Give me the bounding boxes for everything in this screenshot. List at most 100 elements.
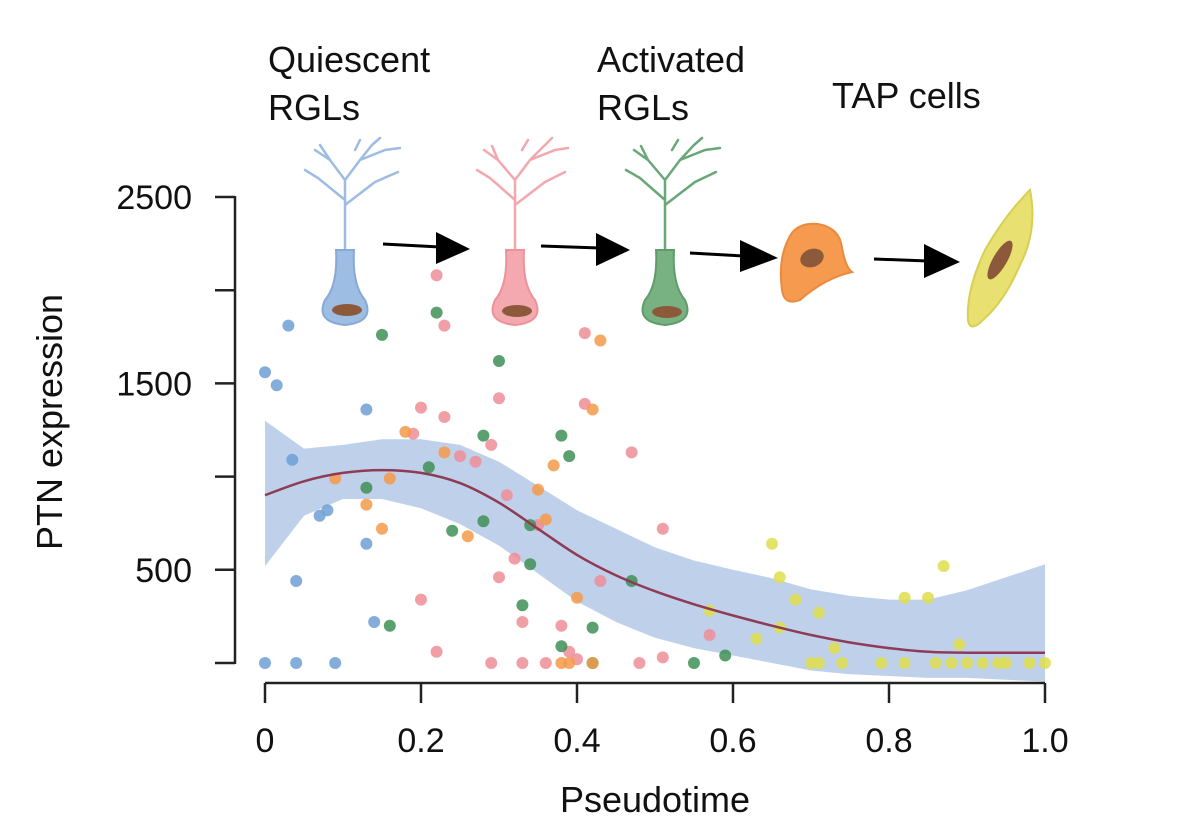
data-point bbox=[532, 483, 544, 496]
data-point bbox=[446, 524, 459, 537]
y-tick-label: 2500 bbox=[116, 179, 192, 217]
data-point bbox=[438, 411, 451, 423]
data-point bbox=[422, 461, 435, 474]
data-point bbox=[945, 657, 958, 669]
data-point bbox=[270, 379, 283, 392]
stage-label-tap-cells: TAP cells bbox=[832, 75, 981, 116]
data-point bbox=[477, 429, 490, 442]
data-point bbox=[812, 657, 825, 669]
confidence-band-area bbox=[265, 420, 1045, 682]
stage-label-quiescent-line1: Quiescent bbox=[268, 39, 430, 80]
data-point bbox=[547, 459, 560, 472]
x-tick-label: 0.8 bbox=[865, 722, 912, 760]
data-point bbox=[586, 657, 599, 669]
data-point bbox=[953, 638, 966, 651]
data-point bbox=[259, 366, 271, 379]
arrow-icon bbox=[873, 244, 960, 278]
data-point bbox=[282, 319, 295, 332]
data-point bbox=[836, 657, 849, 669]
data-point bbox=[329, 657, 342, 669]
trend-line bbox=[264, 468, 1045, 655]
stage-label-quiescent-line2: RGLs bbox=[268, 87, 360, 128]
data-point bbox=[656, 522, 669, 535]
data-point bbox=[688, 657, 700, 669]
data-point bbox=[383, 619, 396, 632]
data-point bbox=[524, 558, 537, 571]
data-point bbox=[961, 657, 973, 669]
data-point bbox=[555, 619, 568, 632]
data-point bbox=[1023, 657, 1036, 669]
data-point bbox=[493, 571, 505, 584]
x-tick-label: 0 bbox=[256, 722, 275, 760]
data-point bbox=[461, 530, 474, 543]
activated-rgl-cell-icon bbox=[624, 136, 722, 327]
tap-early-cell-icon bbox=[779, 222, 855, 303]
progression-arrows bbox=[382, 232, 960, 278]
data-point bbox=[321, 504, 334, 517]
data-point bbox=[415, 593, 427, 606]
trend-curve bbox=[264, 468, 1045, 655]
x-tick-label: 0.4 bbox=[553, 722, 600, 760]
data-point bbox=[539, 513, 552, 526]
data-point bbox=[376, 522, 388, 535]
data-point bbox=[438, 319, 451, 332]
tap-late-cell-icon bbox=[966, 187, 1034, 328]
data-point bbox=[898, 591, 911, 604]
data-point bbox=[586, 621, 599, 634]
data-point bbox=[750, 632, 763, 645]
data-point bbox=[508, 552, 521, 565]
data-point bbox=[454, 450, 466, 463]
data-point bbox=[360, 498, 373, 511]
data-point bbox=[485, 438, 498, 451]
x-tick-label: 1.0 bbox=[1021, 722, 1068, 760]
series-tap-late bbox=[703, 537, 1051, 669]
data-point bbox=[703, 629, 716, 641]
data-point bbox=[500, 489, 513, 502]
data-point bbox=[539, 657, 552, 669]
data-point bbox=[773, 571, 786, 584]
data-point bbox=[828, 642, 841, 655]
data-point bbox=[625, 446, 638, 459]
data-point bbox=[719, 649, 732, 662]
arrow-icon bbox=[540, 233, 630, 266]
data-point bbox=[578, 327, 591, 340]
y-tick-label: 500 bbox=[135, 552, 192, 590]
data-point bbox=[789, 593, 802, 606]
data-point bbox=[656, 651, 669, 664]
data-point bbox=[516, 657, 529, 669]
series-quiescent-rgls bbox=[259, 319, 381, 669]
x-axis-title: Pseudotime bbox=[560, 779, 750, 820]
data-point bbox=[812, 606, 825, 619]
data-point bbox=[368, 616, 381, 628]
data-point bbox=[1039, 657, 1051, 669]
y-tick-label: 1500 bbox=[116, 365, 192, 403]
data-point bbox=[290, 575, 303, 587]
data-point bbox=[493, 392, 505, 405]
data-point bbox=[875, 657, 888, 669]
data-point bbox=[555, 429, 568, 442]
data-point bbox=[383, 472, 396, 485]
data-points bbox=[259, 269, 1051, 669]
data-point bbox=[766, 537, 778, 550]
x-axis-ticks: 0 0.2 0.4 0.6 0.8 1.0 bbox=[256, 683, 1069, 760]
axes: 500 1500 2500 0 0.2 0.4 0.6 0.8 1.0 bbox=[116, 179, 1068, 760]
data-point bbox=[586, 403, 599, 416]
y-axis-title: PTN expression bbox=[29, 294, 70, 550]
y-axis-ticks: 500 1500 2500 bbox=[116, 179, 235, 665]
data-point bbox=[937, 560, 950, 573]
data-point bbox=[1000, 657, 1012, 669]
data-point bbox=[594, 575, 607, 587]
data-point bbox=[493, 355, 505, 367]
data-point bbox=[594, 334, 607, 347]
data-point bbox=[516, 616, 529, 628]
data-point bbox=[376, 328, 388, 341]
data-point bbox=[485, 657, 498, 669]
data-point bbox=[430, 269, 443, 282]
data-point bbox=[555, 640, 568, 653]
data-point bbox=[430, 645, 443, 658]
x-tick-label: 0.2 bbox=[397, 722, 444, 760]
confidence-band bbox=[265, 420, 1045, 682]
stage-label-activated-line2: RGLs bbox=[597, 87, 689, 128]
data-point bbox=[399, 425, 412, 438]
